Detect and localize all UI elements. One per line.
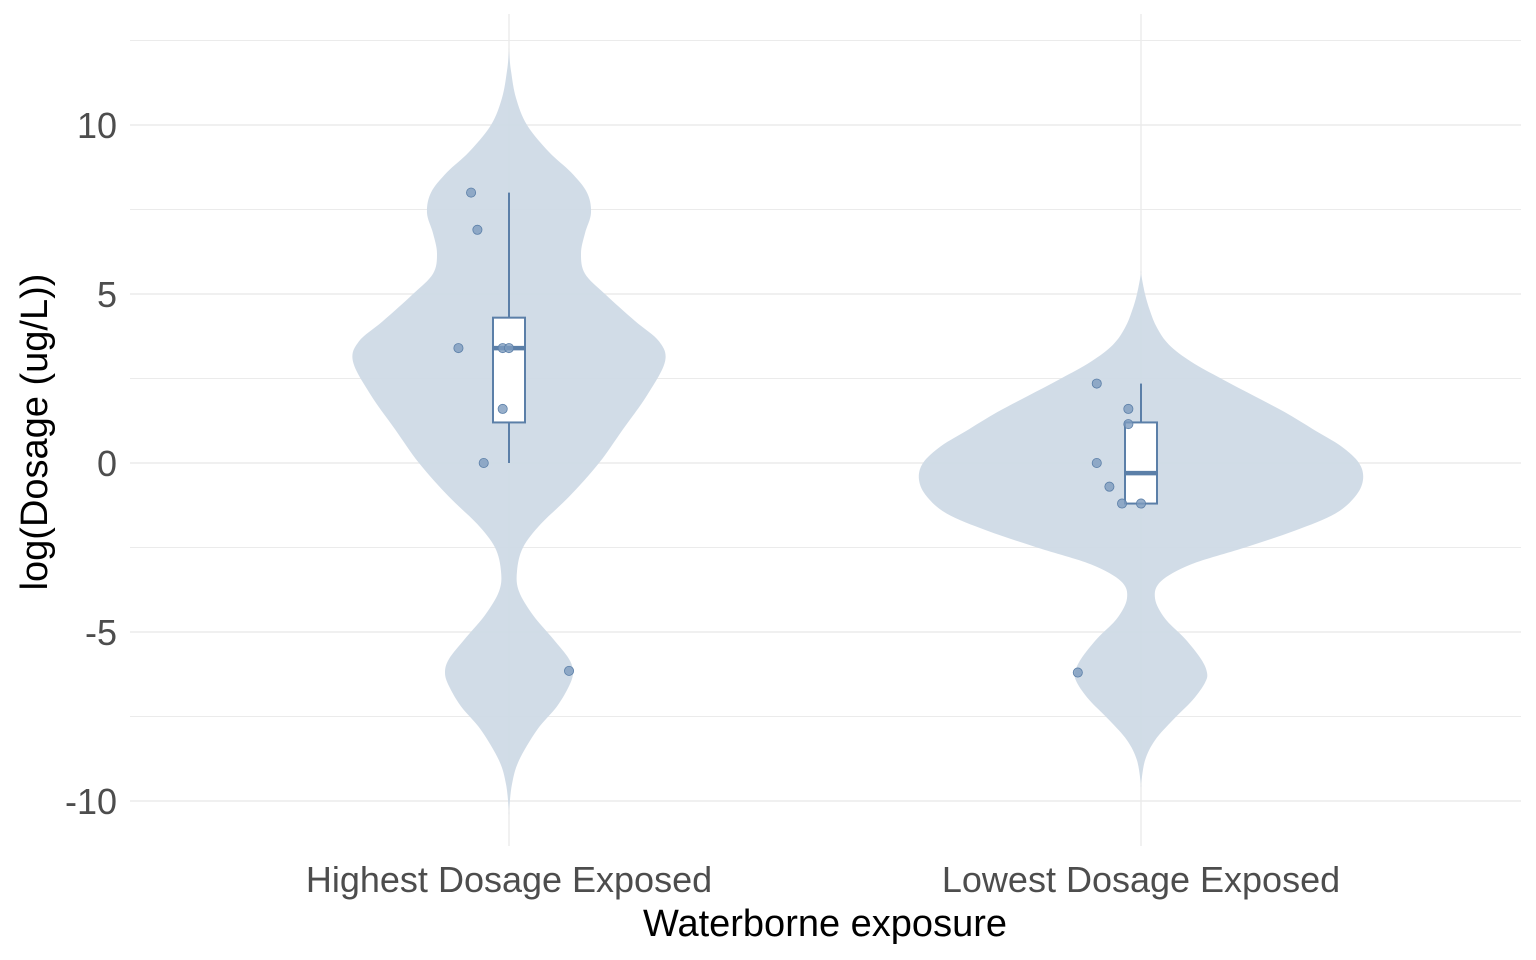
data-point [503,343,514,354]
violins [352,48,1364,815]
data-point [1123,419,1134,430]
data-point [497,403,508,414]
x-tick-labels: Highest Dosage Exposed Lowest Dosage Expo… [306,859,1340,900]
data-point [1123,403,1134,414]
data-point [472,224,483,235]
data-point [466,187,477,198]
data-point [1072,667,1083,678]
data-point [478,457,489,468]
data-point [1091,378,1102,389]
box-iqr [492,316,526,424]
data-point [1091,457,1102,468]
x-tick-label: Highest Dosage Exposed [306,859,712,900]
y-tick-label: -10 [65,781,117,822]
y-tick-label: -5 [85,612,117,653]
violin-2 [918,271,1364,788]
data-points [453,187,1147,678]
data-point [1117,498,1128,509]
x-tick-label: Lowest Dosage Exposed [942,859,1340,900]
y-tick-label: 5 [97,274,117,315]
data-point [564,665,575,676]
data-point [1136,498,1147,509]
y-axis-title: log(Dosage (ug/L)) [14,274,56,591]
boxplots [492,192,1158,505]
box-iqr [1124,421,1158,505]
data-point [1104,481,1115,492]
y-tick-label: 0 [97,443,117,484]
y-tick-labels: 10 5 0 -5 -10 [65,105,117,822]
data-point [453,343,464,354]
y-tick-label: 10 [77,105,117,146]
x-axis-title: Waterborne exposure [643,903,1007,945]
